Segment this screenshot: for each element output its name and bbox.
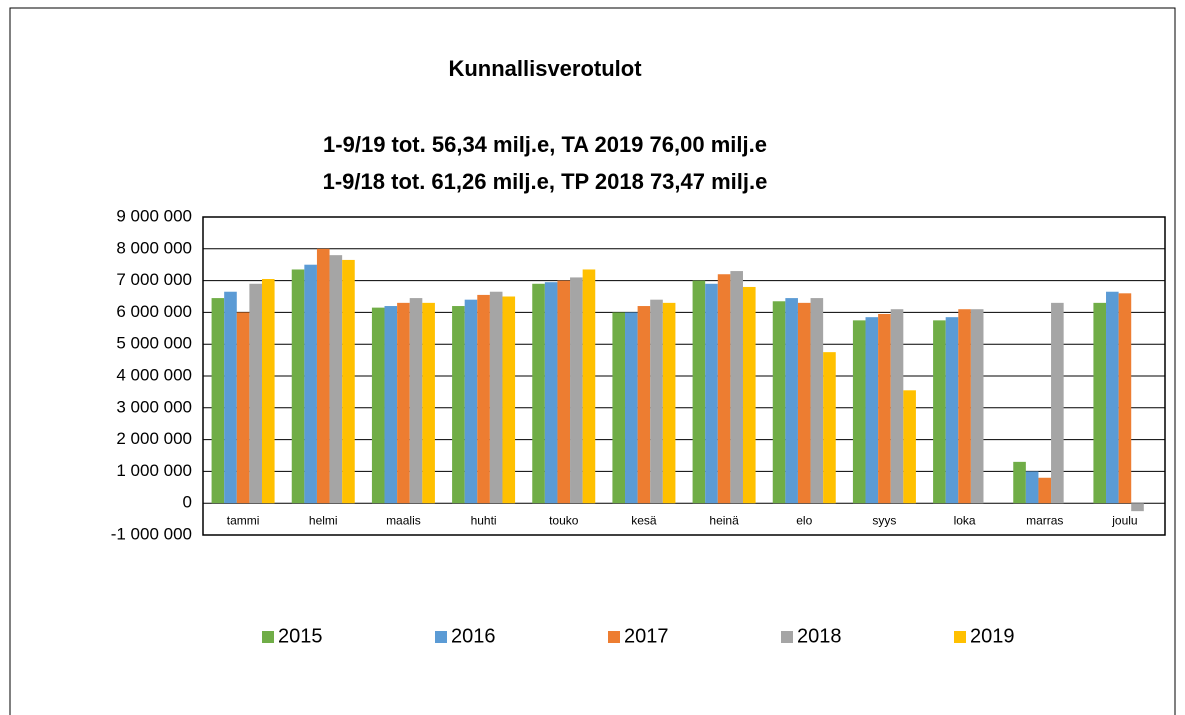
bar: [890, 309, 904, 504]
y-tick-label: 9 000 000: [116, 206, 192, 225]
chart-subtitle: 1-9/18 tot. 61,26 milj.e, TP 2018 73,47 …: [323, 169, 768, 194]
bar: [970, 309, 984, 504]
bar: [958, 309, 971, 504]
bar: [1131, 503, 1144, 512]
bar: [532, 283, 545, 504]
bar: [316, 248, 330, 504]
bar: [705, 283, 718, 504]
bar: [342, 259, 355, 504]
bar: [502, 296, 516, 504]
bar: [422, 302, 435, 504]
bar: [304, 264, 317, 504]
x-tick-label: huhti: [471, 513, 497, 527]
x-tick-label: heinä: [709, 513, 739, 527]
x-tick-label: loka: [954, 513, 976, 527]
bar: [570, 277, 583, 504]
bar: [637, 306, 651, 504]
bar: [1118, 293, 1132, 504]
y-tick-label: -1 000 000: [111, 524, 192, 543]
bar: [291, 269, 305, 504]
bar: [852, 320, 866, 504]
legend-label: 2017: [624, 625, 669, 647]
bar: [785, 298, 798, 504]
chart-subtitle: 1-9/19 tot. 56,34 milj.e, TA 2019 76,00 …: [323, 132, 767, 157]
bar: [224, 291, 237, 504]
bar: [625, 312, 638, 504]
bar: [261, 279, 275, 504]
bar: [249, 283, 262, 504]
y-tick-label: 5 000 000: [116, 334, 192, 353]
x-tick-label: touko: [549, 513, 579, 527]
bar: [1038, 477, 1052, 504]
bar: [409, 298, 423, 504]
bar: [742, 286, 756, 504]
x-tick-label: joulu: [1111, 513, 1137, 527]
bar: [612, 312, 626, 504]
bar: [582, 269, 596, 504]
y-tick-label: 4 000 000: [116, 365, 192, 384]
x-tick-label: maalis: [386, 513, 421, 527]
legend-swatch: [954, 631, 966, 643]
bar: [329, 255, 343, 504]
bar: [730, 271, 743, 504]
legend-swatch: [435, 631, 447, 643]
legend-label: 2015: [278, 625, 323, 647]
x-tick-label: tammi: [227, 513, 260, 527]
y-tick-label: 3 000 000: [116, 397, 192, 416]
bar: [1013, 461, 1026, 504]
legend-label: 2019: [970, 625, 1015, 647]
y-tick-label: 8 000 000: [116, 238, 192, 257]
bar: [1093, 302, 1107, 504]
bar: [945, 317, 959, 504]
x-tick-label: marras: [1026, 513, 1063, 527]
bar: [772, 301, 786, 504]
bar: [933, 320, 946, 504]
bar: [397, 302, 410, 504]
legend-swatch: [781, 631, 793, 643]
bar: [1051, 302, 1064, 504]
y-tick-label: 6 000 000: [116, 302, 192, 321]
legend-swatch: [262, 631, 274, 643]
bar: [662, 302, 676, 504]
chart-title: Kunnallisverotulot: [448, 56, 642, 81]
bar: [489, 291, 503, 504]
bar: [477, 294, 490, 504]
bar: [452, 306, 465, 504]
legend-label: 2018: [797, 625, 842, 647]
bar: [823, 352, 836, 504]
bar: [717, 274, 731, 504]
bar: [865, 317, 879, 504]
bar: [544, 282, 558, 504]
bar: [903, 390, 916, 504]
bar: [650, 299, 663, 504]
y-tick-label: 2 000 000: [116, 429, 192, 448]
bar: [384, 306, 398, 504]
y-tick-label: 0: [183, 493, 192, 512]
x-tick-label: syys: [872, 513, 896, 527]
bar: [371, 307, 385, 504]
bar: [464, 299, 478, 504]
bar: [797, 302, 811, 504]
bar: [810, 298, 824, 504]
x-tick-label: kesä: [631, 513, 657, 527]
bar: [557, 280, 571, 504]
bar: [692, 280, 706, 504]
bar: [1025, 471, 1039, 504]
y-tick-label: 1 000 000: [116, 461, 192, 480]
bar: [1106, 291, 1119, 504]
x-tick-label: elo: [796, 513, 812, 527]
x-tick-label: helmi: [309, 513, 338, 527]
bar: [236, 312, 250, 504]
legend-label: 2016: [451, 625, 496, 647]
legend-swatch: [608, 631, 620, 643]
bar: [878, 313, 891, 504]
bar: [211, 298, 225, 504]
y-tick-label: 7 000 000: [116, 270, 192, 289]
